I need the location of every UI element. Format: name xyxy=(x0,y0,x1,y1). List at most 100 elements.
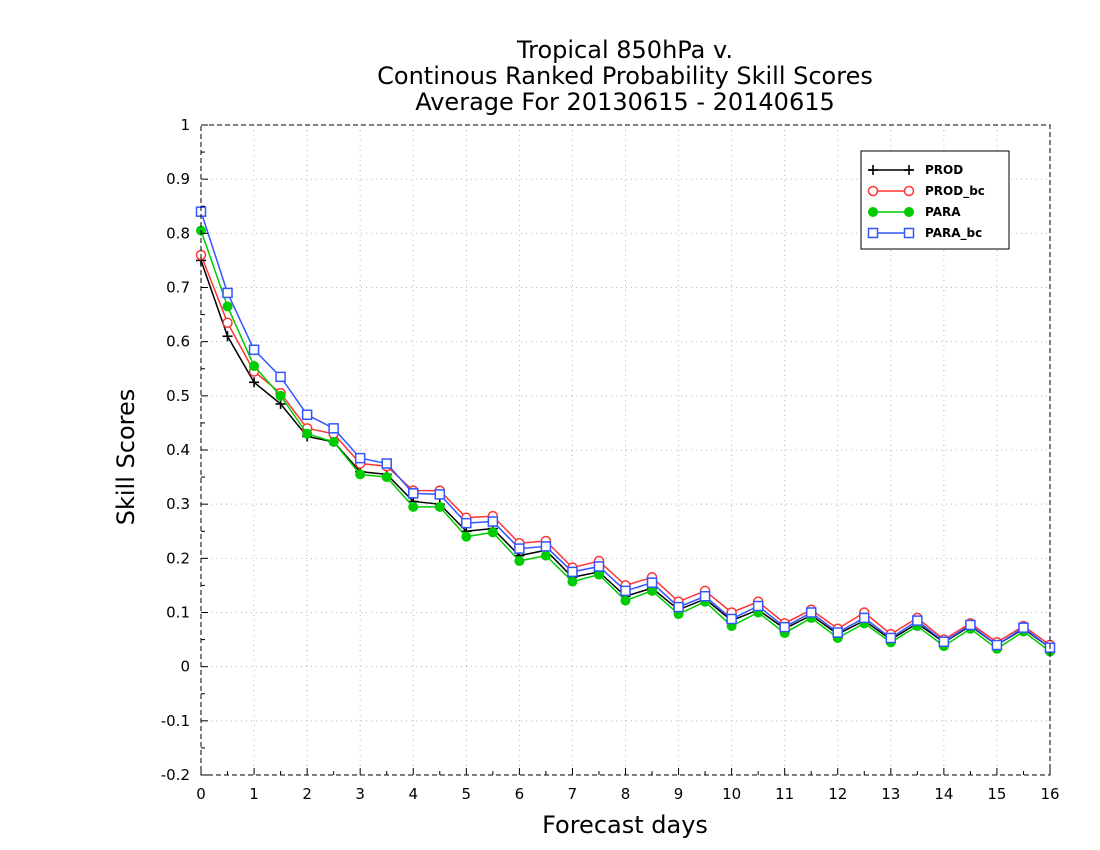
legend-marker-para xyxy=(868,207,878,217)
legend-marker-para-bc xyxy=(867,227,879,239)
data-point-para-bc xyxy=(938,636,950,647)
data-point-para xyxy=(514,556,525,567)
y-axis-label: Skill Scores xyxy=(112,389,140,526)
data-point-para-bc xyxy=(434,489,446,500)
x-tick-label: 9 xyxy=(674,785,684,803)
y-tick-label: 0.2 xyxy=(166,549,190,567)
data-point-para-bc xyxy=(832,627,843,638)
x-tick-label: 12 xyxy=(828,785,847,803)
data-point-prod-bc xyxy=(222,317,233,328)
grid xyxy=(201,125,1050,775)
y-tick-label: 0.4 xyxy=(166,441,190,459)
data-point-para-bc xyxy=(885,632,897,644)
y-tick-label: 0.6 xyxy=(166,333,190,351)
y-tick-label: -0.2 xyxy=(161,766,190,784)
data-point-para-bc xyxy=(912,615,923,626)
data-point-para xyxy=(302,428,313,439)
legend: PROD PROD_bc PARA PARA_bc xyxy=(860,150,1010,250)
data-point-para-bc xyxy=(752,600,764,612)
data-point-para-bc xyxy=(859,612,870,624)
x-tick-label: 1 xyxy=(249,785,259,803)
x-tick-label: 15 xyxy=(987,785,1006,803)
legend-marker-prod-bc xyxy=(867,185,879,197)
y-tick-label: 0 xyxy=(180,658,190,676)
data-point-para-bc xyxy=(567,566,578,578)
legend-marker-prod-bc xyxy=(903,185,915,197)
data-point-para-bc xyxy=(408,488,419,499)
data-point-para-bc xyxy=(673,601,684,613)
chart-title: Tropical 850hPa v. Continous Ranked Prob… xyxy=(377,36,873,116)
axis-ticks: 0 1 2 3 4 5 6 7 8 9 10 11 12 13 14 15 16-0.2-0.100.10.20… xyxy=(161,116,1060,803)
x-tick-label: 14 xyxy=(934,785,953,803)
data-point-para-bc xyxy=(540,541,552,552)
x-tick-label: 10 xyxy=(722,785,741,803)
legend-label-para: PARA xyxy=(925,205,961,219)
data-point-para-bc xyxy=(620,585,631,597)
y-tick-label: 1 xyxy=(180,116,190,134)
data-point-prod xyxy=(249,377,260,388)
x-tick-label: 4 xyxy=(408,785,418,803)
data-point-para xyxy=(249,361,260,372)
y-tick-label: 0.8 xyxy=(166,224,190,242)
data-point-prod xyxy=(222,331,233,342)
data-point-para-bc xyxy=(328,423,339,434)
data-point-para-bc xyxy=(965,619,976,631)
y-tick-label: -0.1 xyxy=(161,712,190,730)
legend-marker-para xyxy=(904,207,914,217)
data-point-para-bc xyxy=(301,409,313,421)
x-tick-label: 7 xyxy=(568,785,578,803)
y-tick-label: 0.9 xyxy=(166,170,190,188)
x-tick-label: 0 xyxy=(196,785,206,803)
data-point-para-bc xyxy=(222,287,233,299)
title-line-3: Average For 20130615 - 20140615 xyxy=(415,88,835,116)
data-point-para xyxy=(381,472,392,483)
data-point-para xyxy=(487,527,498,538)
series-layer xyxy=(195,206,1056,657)
data-point-para-bc xyxy=(805,607,817,618)
data-point-para-bc xyxy=(593,561,605,572)
data-point-para-bc xyxy=(1018,622,1029,633)
x-tick-label: 6 xyxy=(515,785,525,803)
data-point-para xyxy=(461,531,472,542)
data-point-para xyxy=(275,390,286,401)
data-point-para-bc xyxy=(275,371,286,383)
x-tick-label: 13 xyxy=(881,785,900,803)
x-tick-label: 8 xyxy=(621,785,631,803)
y-tick-label: 0.3 xyxy=(166,495,190,513)
data-point-para-bc xyxy=(248,344,260,356)
data-point-para xyxy=(328,436,339,447)
series-para-bc xyxy=(195,206,1056,653)
x-tick-label: 16 xyxy=(1040,785,1059,803)
x-tick-label: 11 xyxy=(775,785,794,803)
data-point-para-bc xyxy=(779,621,790,633)
title-line-1: Tropical 850hPa v. xyxy=(516,36,733,64)
data-point-para-bc xyxy=(699,591,711,602)
legend-label-prod: PROD xyxy=(925,163,963,177)
data-point-para-bc xyxy=(991,639,1003,651)
data-point-para xyxy=(434,501,445,512)
legend-marker-prod xyxy=(868,165,878,175)
data-point-para-bc xyxy=(461,517,472,529)
data-point-para xyxy=(408,501,419,512)
y-tick-label: 0.5 xyxy=(166,387,190,405)
y-tick-label: 0.7 xyxy=(166,279,190,297)
x-tick-label: 3 xyxy=(355,785,365,803)
title-line-2: Continous Ranked Probability Skill Score… xyxy=(377,62,873,90)
data-point-para xyxy=(540,550,551,561)
data-point-para-bc xyxy=(514,543,525,554)
x-tick-label: 5 xyxy=(462,785,472,803)
legend-marker-para-bc xyxy=(903,227,915,239)
data-point-para-bc xyxy=(487,516,499,527)
legend-marker-prod xyxy=(904,165,914,175)
data-point-para xyxy=(567,576,578,587)
data-point-para xyxy=(222,301,233,312)
legend-label-para-bc: PARA_bc xyxy=(925,226,982,241)
data-point-para-bc xyxy=(726,613,737,625)
y-tick-label: 0.1 xyxy=(166,604,190,622)
data-point-para-bc xyxy=(354,452,366,464)
data-point-para xyxy=(355,469,366,480)
data-point-para xyxy=(620,595,631,606)
data-point-para-bc xyxy=(381,458,392,469)
